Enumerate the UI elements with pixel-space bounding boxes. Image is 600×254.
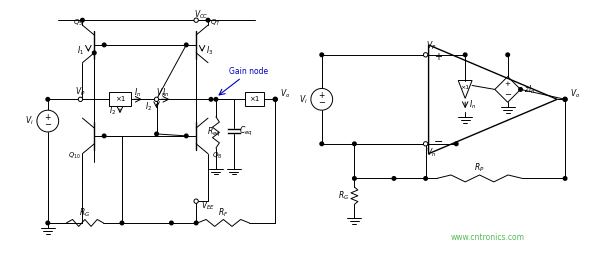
Circle shape [78,97,83,102]
Text: $R_{eq}$: $R_{eq}$ [207,126,221,139]
Text: $V_{CC}$: $V_{CC}$ [194,9,208,22]
Circle shape [353,177,356,180]
Text: $V_n$: $V_n$ [157,86,167,99]
Circle shape [563,177,567,180]
Text: $V_n$: $V_n$ [427,147,437,159]
Circle shape [46,98,50,101]
Bar [245,92,265,106]
Text: Gain node: Gain node [229,67,268,76]
Circle shape [194,221,198,225]
Text: $I_n$: $I_n$ [469,99,477,112]
Text: $I_2$: $I_2$ [145,101,152,114]
Text: +: + [44,113,51,122]
Circle shape [424,142,428,146]
Text: $Q_7$: $Q_7$ [210,18,220,28]
Circle shape [155,132,158,136]
Text: $I_1$: $I_1$ [77,45,84,57]
Text: $V_o$: $V_o$ [570,87,580,100]
Circle shape [563,98,567,101]
Circle shape [214,98,218,101]
Text: $V_{EE}$: $V_{EE}$ [201,200,215,212]
Text: −: − [44,120,51,129]
Circle shape [184,43,188,47]
Circle shape [184,134,188,138]
Text: $V_P$: $V_P$ [427,40,437,52]
Circle shape [120,221,124,225]
Text: $R_P$: $R_P$ [474,162,485,174]
Circle shape [92,51,96,55]
Circle shape [506,53,509,57]
Text: $R_G$: $R_G$ [338,189,349,202]
Circle shape [170,221,173,225]
Circle shape [311,88,332,110]
Circle shape [37,110,59,132]
Text: $V_o$: $V_o$ [280,87,290,100]
Text: $V_P$: $V_P$ [75,85,86,98]
Text: $I_n$: $I_n$ [134,86,142,99]
Text: $Q_{10}$: $Q_{10}$ [68,151,81,161]
Circle shape [194,18,199,22]
Circle shape [454,142,458,146]
Circle shape [424,53,428,57]
Text: +: + [505,82,511,87]
Text: −: − [318,98,325,107]
Circle shape [194,199,199,203]
Circle shape [519,88,523,91]
Text: $I_3$: $I_3$ [206,45,214,57]
Circle shape [563,97,567,102]
Circle shape [154,97,159,102]
Text: $I_n$: $I_n$ [162,86,169,99]
Text: $zI_n$: $zI_n$ [524,83,535,96]
Text: $I_2$: $I_2$ [109,105,116,117]
Text: ×1: ×1 [115,96,125,102]
Circle shape [103,134,106,138]
Circle shape [209,98,213,101]
Text: −: − [434,137,443,147]
Circle shape [392,177,396,180]
Circle shape [46,221,50,225]
Circle shape [320,53,323,57]
Text: ×1: ×1 [461,85,470,90]
Circle shape [80,18,84,22]
Circle shape [424,177,427,180]
Circle shape [274,98,277,101]
Text: $C_{eq}$: $C_{eq}$ [239,125,253,138]
Bar [109,92,131,106]
Text: $R_F$: $R_F$ [218,207,229,219]
Circle shape [206,18,210,22]
Text: +: + [434,52,442,62]
Text: +: + [319,91,325,100]
Circle shape [353,142,356,146]
Text: ×1: ×1 [250,96,260,102]
Text: www.cntronics.com: www.cntronics.com [451,233,525,242]
Text: $V_i$: $V_i$ [299,93,308,106]
Text: $Q_5$: $Q_5$ [73,18,83,28]
Circle shape [463,53,467,57]
Text: $V_i$: $V_i$ [25,115,34,127]
Circle shape [273,97,277,102]
Circle shape [103,43,106,47]
Text: $R_G$: $R_G$ [79,207,91,219]
Circle shape [320,142,323,146]
Text: −: − [504,90,511,99]
Text: $Q_8$: $Q_8$ [212,151,223,161]
